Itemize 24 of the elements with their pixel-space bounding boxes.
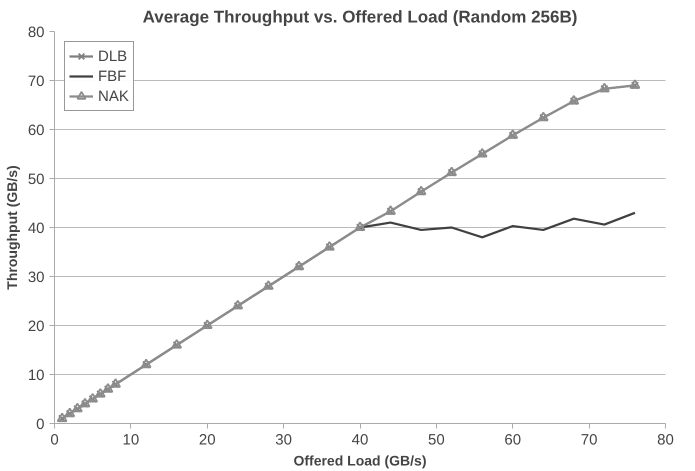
x-tick-label: 70: [580, 432, 598, 448]
legend-label: NAK: [98, 88, 129, 104]
y-tick-label: 0: [36, 416, 44, 433]
x-tick-label: 0: [50, 432, 59, 448]
x-axis-title: Offered Load (GB/s): [293, 452, 427, 468]
y-tick-label: 40: [28, 220, 45, 237]
x-tick-label: 60: [504, 432, 522, 448]
legend-label: FBF: [98, 68, 126, 84]
y-tick-label: 60: [28, 122, 45, 139]
x-tick-label: 50: [428, 432, 445, 448]
y-tick-label: 50: [28, 171, 45, 188]
y-tick-label: 10: [28, 367, 45, 384]
legend-label: DLB: [98, 48, 128, 64]
y-axis-title: Throughput (GB/s): [4, 165, 20, 290]
x-tick-label: 30: [275, 432, 292, 448]
y-tick-label: 70: [28, 73, 45, 90]
chart-title: Average Throughput vs. Offered Load (Random 256B): [142, 8, 578, 26]
x-tick-label: 10: [122, 432, 140, 448]
y-tick-label: 30: [28, 269, 45, 286]
y-tick-label: 80: [28, 24, 45, 41]
x-tick-label: 40: [352, 432, 368, 448]
x-tick-label: 80: [657, 432, 674, 448]
x-tick-label: 20: [198, 432, 216, 448]
y-tick-label: 20: [28, 318, 45, 335]
